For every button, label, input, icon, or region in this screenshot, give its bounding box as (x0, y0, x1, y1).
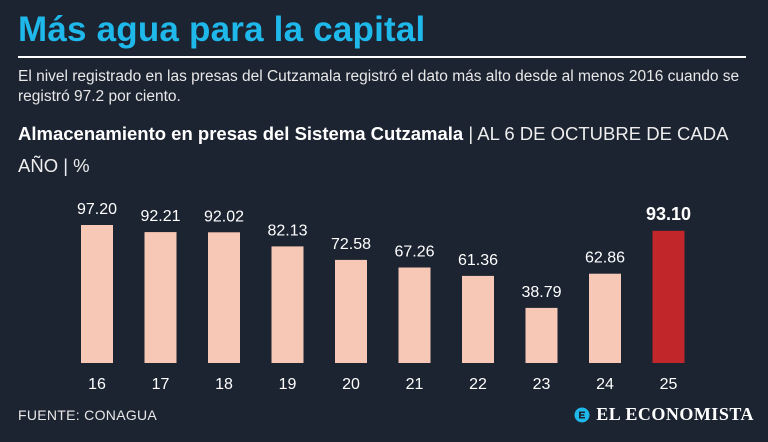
chart-heading-detail: | AL 6 DE OCTUBRE DE CADA AÑO | % (18, 123, 728, 176)
bar-chart: 97.20 16 92.21 17 92.02 18 82.13 19 72.58 20 67.26… (77, 201, 691, 393)
bar-17 (144, 232, 177, 363)
value-label-21: 67.26 (394, 244, 434, 261)
chart-heading: Almacenamiento en presas del Sistema Cut… (18, 118, 758, 182)
subtitle: El nivel registrado en las presas del Cu… (18, 68, 740, 105)
x-tick-16: 16 (88, 376, 106, 393)
value-label-18: 92.02 (204, 208, 244, 225)
value-label-25: 93.10 (646, 204, 691, 224)
chart-heading-main: Almacenamiento en presas del Sistema Cut… (18, 123, 464, 144)
bar-21 (398, 267, 431, 363)
x-tick-17: 17 (152, 376, 170, 393)
x-tick-23: 23 (533, 376, 551, 393)
value-label-19: 82.13 (267, 222, 307, 239)
value-label-20: 72.58 (331, 236, 371, 253)
bar-18 (208, 232, 240, 363)
bar-24 (589, 273, 621, 363)
value-label-24: 62.86 (585, 250, 625, 267)
logo-text: EL ECONOMISTA (596, 404, 754, 424)
title-divider (18, 56, 746, 58)
bar-22 (462, 275, 494, 363)
publisher-logo: EL ECONOMISTA (574, 404, 754, 425)
value-label-22: 61.36 (458, 252, 498, 269)
bar-19 (271, 246, 304, 363)
bar-25 (652, 230, 685, 363)
bar-23 (525, 307, 558, 363)
x-tick-24: 24 (596, 376, 614, 393)
bar-20 (335, 259, 367, 363)
x-tick-18: 18 (215, 376, 233, 393)
x-tick-21: 21 (406, 376, 424, 393)
value-label-23: 38.79 (521, 284, 561, 301)
page-title: Más agua para la capital (18, 10, 426, 49)
source-note: FUENTE: CONAGUA (18, 407, 158, 423)
el-economista-logo-icon (574, 407, 590, 422)
x-tick-22: 22 (469, 376, 487, 393)
x-tick-19: 19 (279, 376, 297, 393)
value-label-17: 92.21 (140, 208, 180, 225)
x-tick-25: 25 (660, 376, 678, 393)
value-label-16: 97.20 (77, 201, 117, 218)
bar-16 (81, 225, 113, 363)
x-tick-20: 20 (342, 376, 360, 393)
